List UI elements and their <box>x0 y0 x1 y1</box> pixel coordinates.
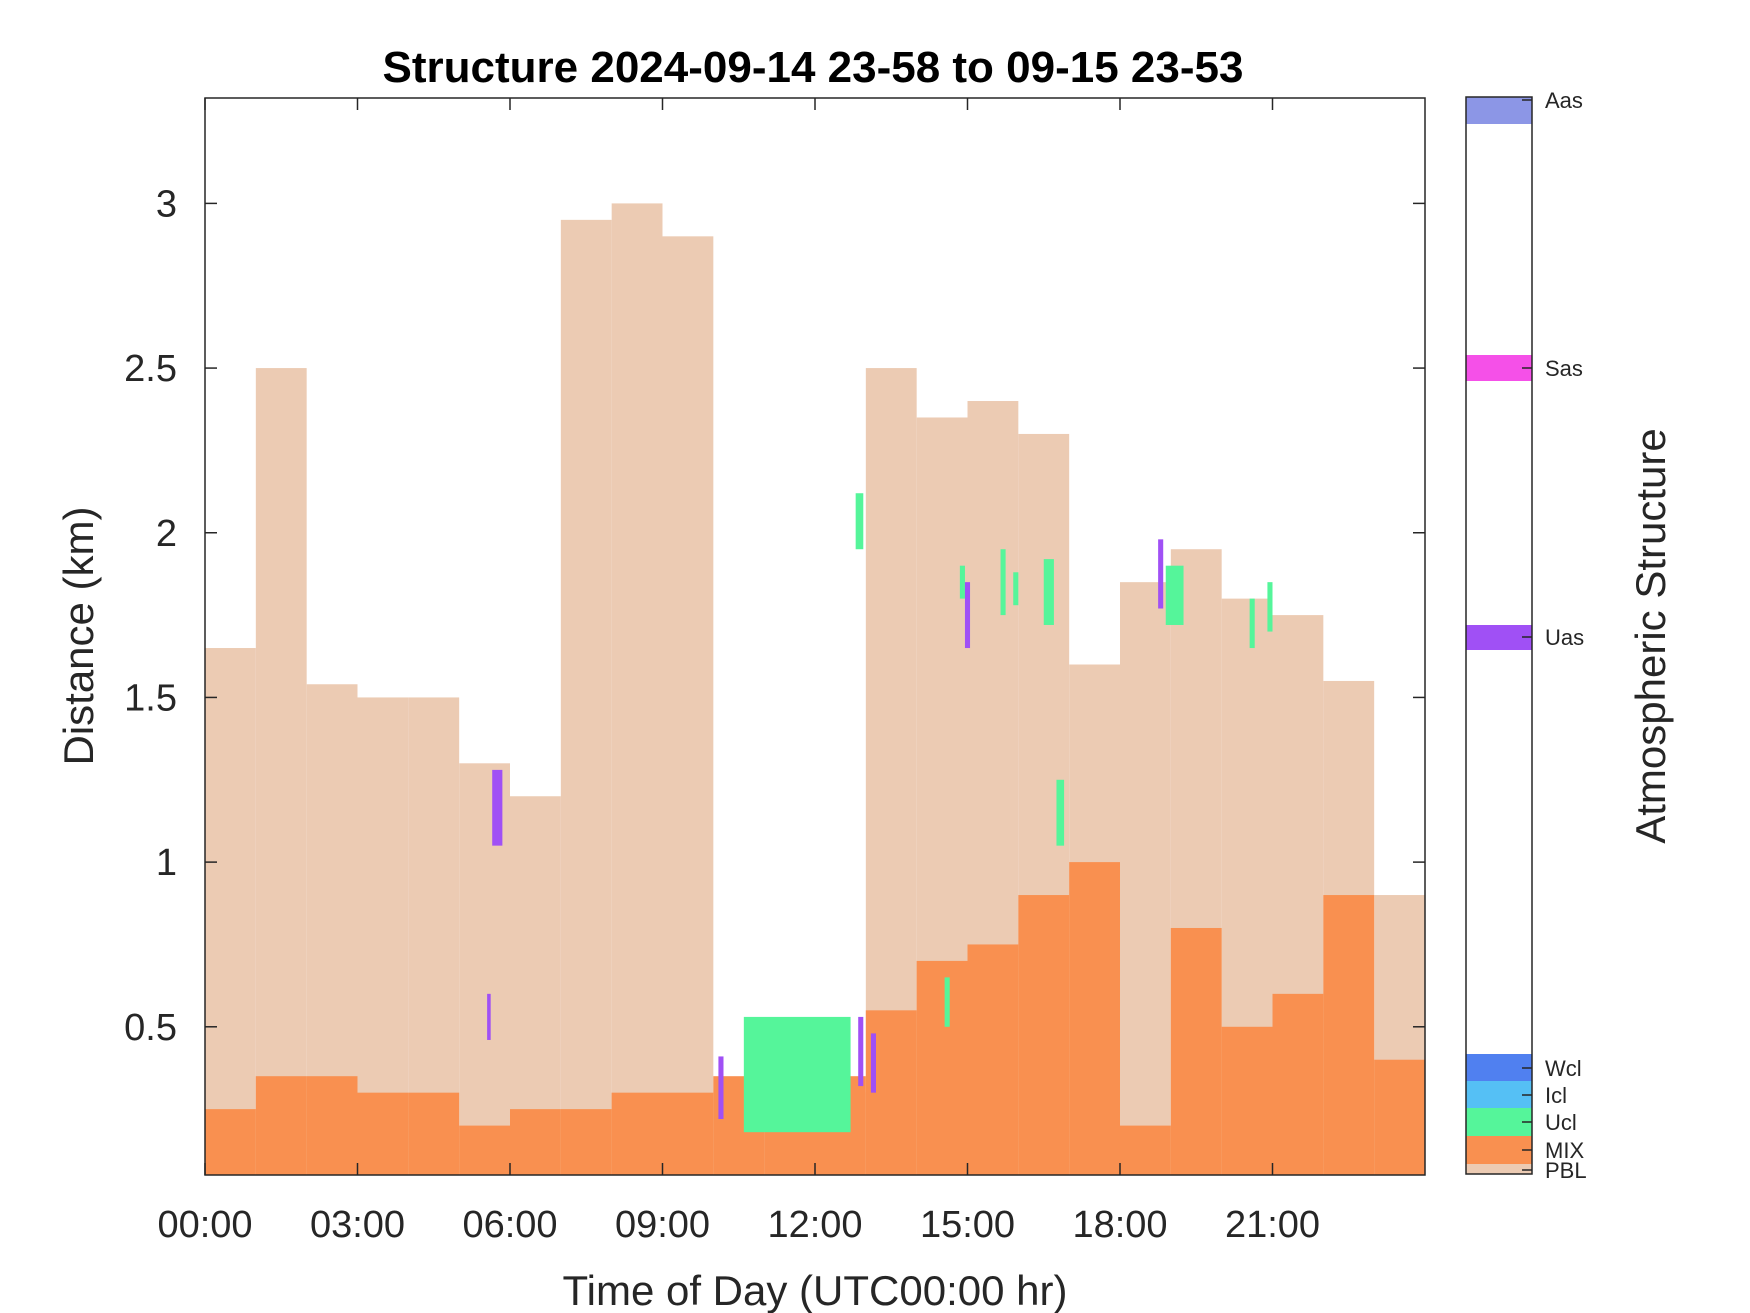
mix-bar <box>1272 993 1324 1175</box>
colorbar-tick-label: PBL <box>1545 1158 1587 1183</box>
colorbar-tick-label: Icl <box>1545 1083 1567 1108</box>
ucl-segment <box>1000 549 1006 616</box>
mix-bar <box>967 944 1019 1175</box>
mix-bar <box>1069 862 1120 1175</box>
colorbar-tick-label: Aas <box>1545 88 1583 113</box>
ucl-segment <box>1013 572 1019 606</box>
y-tick-label: 0.5 <box>124 1007 177 1049</box>
mix-bar <box>459 1125 510 1175</box>
uas-segment <box>492 769 503 846</box>
mix-bar <box>357 1092 409 1175</box>
ucl-segment <box>1056 779 1065 846</box>
pbl-bar <box>560 219 612 1176</box>
y-tick-label: 2.5 <box>124 348 177 390</box>
colorbar-tick-label: Uas <box>1545 625 1584 650</box>
colorbar-swatch-uas <box>1466 625 1532 650</box>
colorbar-tick-label: Ucl <box>1545 1110 1577 1135</box>
pbl-bar <box>205 648 256 1175</box>
uas-segment <box>1158 539 1164 609</box>
colorbar-swatch-sas <box>1466 355 1532 381</box>
x-tick-label: 09:00 <box>615 1204 710 1246</box>
colorbar-swatch-wcl <box>1466 1054 1532 1081</box>
uas-segment <box>718 1056 724 1120</box>
uas-segment <box>858 1016 864 1087</box>
x-tick-label: 00:00 <box>157 1204 252 1246</box>
ucl-segment <box>1165 565 1184 625</box>
colorbar-swatch-icl <box>1466 1081 1532 1108</box>
uas-segment <box>964 582 971 649</box>
x-tick-label: 12:00 <box>767 1204 862 1246</box>
y-axis-label: Distance (km) <box>55 506 102 765</box>
y-tick-label: 1 <box>156 842 177 884</box>
mix-bar <box>560 1109 612 1175</box>
x-axis: 00:00 03:00 06:00 09:00 12:00 15:00 18:00 21:00 <box>157 98 1320 1246</box>
ucl-segment <box>1043 559 1054 625</box>
x-tick-label: 03:00 <box>310 1204 405 1246</box>
ucl-segment <box>743 1016 851 1133</box>
colorbar-swatch-pbl <box>1466 1164 1532 1174</box>
pbl-bar <box>255 368 307 1176</box>
x-tick-label: 06:00 <box>462 1204 557 1246</box>
ucl-segment <box>1249 598 1255 649</box>
mix-bar <box>1374 1059 1425 1175</box>
y-tick-label: 3 <box>156 183 177 225</box>
chart-title: Structure 2024-09-14 23-58 to 09-15 23-5… <box>383 43 1244 92</box>
pbl-bar <box>662 236 714 1176</box>
mix-bar <box>408 1092 460 1175</box>
mix-bar <box>306 1076 358 1175</box>
mix-layer <box>205 862 1425 1175</box>
y-tick-label: 2 <box>156 513 177 555</box>
mix-bar <box>1323 895 1375 1175</box>
mix-bar <box>662 1092 714 1175</box>
x-tick-label: 15:00 <box>920 1204 1015 1246</box>
mix-bar <box>1170 927 1222 1175</box>
ucl-segment <box>959 565 965 599</box>
mix-bar <box>1221 1026 1273 1175</box>
mix-bar <box>611 1092 663 1175</box>
mix-bar <box>255 1076 307 1175</box>
mix-bar <box>1018 895 1070 1175</box>
mix-bar <box>1120 1125 1171 1175</box>
colorbar-swatch-mix <box>1466 1136 1532 1164</box>
ucl-segment <box>944 977 950 1027</box>
colorbar-tick-label: MIX <box>1545 1138 1584 1163</box>
uas-segment <box>487 993 491 1040</box>
colorbar-swatch-ucl <box>1466 1108 1532 1136</box>
y-axis: 0.5 1 1.5 2 2.5 3 <box>124 183 1425 1049</box>
colorbar-frame <box>1465 96 1533 1175</box>
colorbar-tick-label: Sas <box>1545 356 1583 381</box>
mix-bar <box>205 1109 256 1175</box>
x-tick-label: 21:00 <box>1225 1204 1320 1246</box>
mix-bar <box>510 1109 561 1175</box>
y-tick-label: 1.5 <box>124 677 177 719</box>
colorbar-label: Atmospheric Structure <box>1627 428 1674 844</box>
plot-area <box>204 97 1426 1176</box>
ucl-segment <box>855 493 864 550</box>
colorbar-tick-label: Wcl <box>1545 1056 1582 1081</box>
x-tick-label: 18:00 <box>1072 1204 1167 1246</box>
mix-bar <box>916 960 968 1175</box>
segment-layer <box>487 493 1273 1133</box>
uas-segment <box>870 1033 876 1093</box>
pbl-bar <box>1120 582 1171 1175</box>
x-axis-label: Time of Day (UTC00:00 hr) <box>563 1267 1068 1313</box>
ucl-segment <box>1267 582 1273 632</box>
colorbar-swatch-aas <box>1466 97 1532 124</box>
pbl-bar <box>611 203 663 1175</box>
